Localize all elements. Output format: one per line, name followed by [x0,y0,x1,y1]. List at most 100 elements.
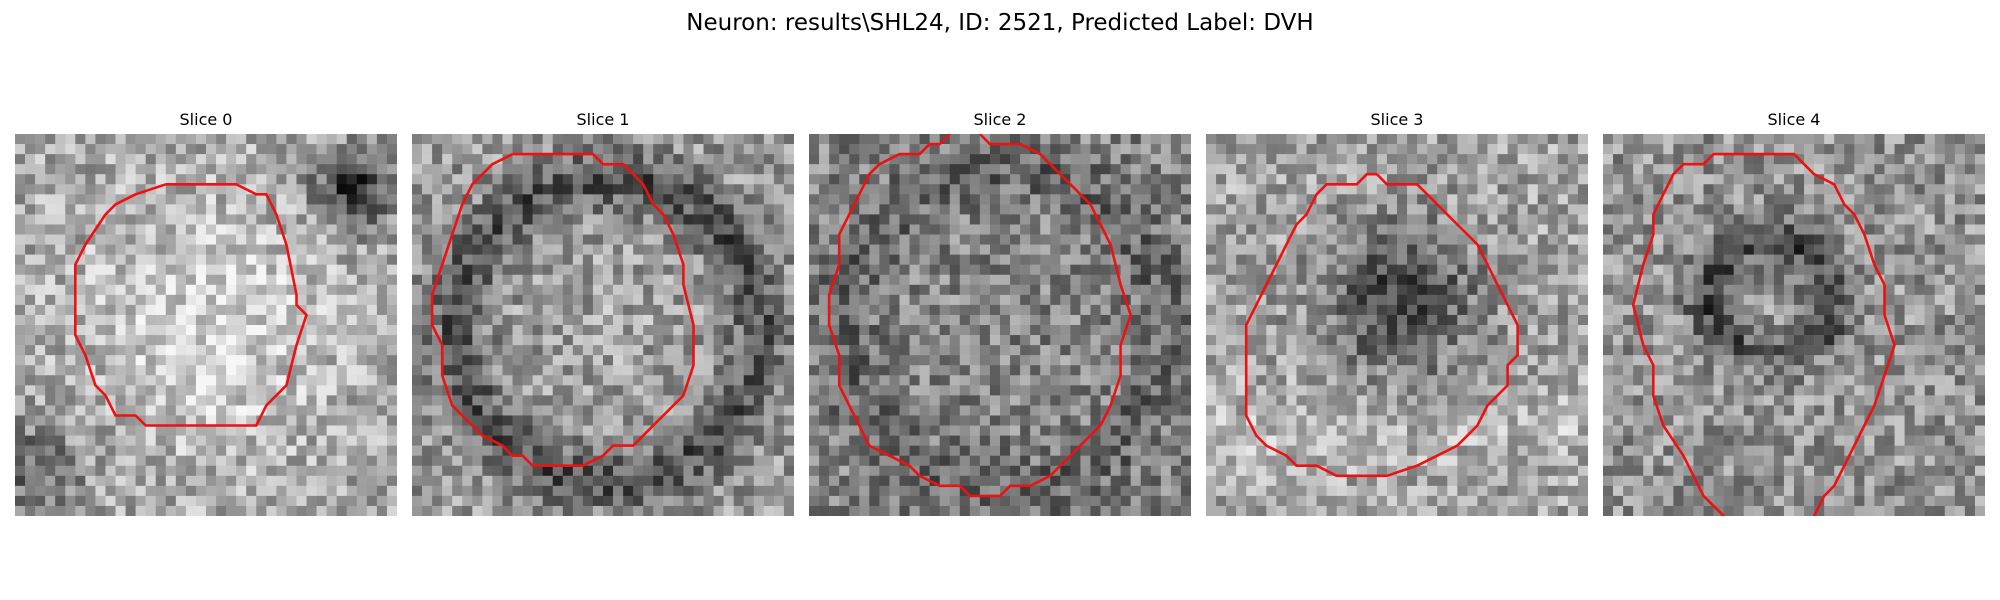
pixel [45,184,56,195]
pixel [236,224,247,235]
pixel [763,314,775,326]
pixel [763,415,775,426]
pixel [1110,395,1121,406]
pixel [246,335,257,346]
pixel [683,425,694,436]
pixel [1110,214,1121,225]
pixel [95,395,106,406]
pixel [1557,144,1569,155]
pixel [1130,214,1142,225]
pixel [75,335,86,346]
pixel [236,375,247,386]
pixel [859,154,870,165]
pixel [643,244,654,255]
pixel [899,164,910,175]
pixel [442,415,453,426]
pixel [1376,224,1388,235]
pixel [1407,274,1418,286]
pixel [959,314,971,326]
pixel [1090,335,1101,346]
pixel [1336,244,1348,255]
pixel [929,425,940,436]
pixel [1090,455,1101,467]
pixel [1346,264,1358,276]
pixel [1577,144,1588,155]
pixel [412,224,423,235]
pixel [1110,224,1121,235]
pixel [246,345,257,356]
pixel [1206,144,1217,155]
pixel [1180,495,1191,507]
pixel [849,194,860,205]
pixel [346,244,358,255]
pixel [522,425,533,436]
pixel [909,294,920,306]
pixel [1130,274,1142,286]
pixel [683,134,694,145]
pixel [899,184,910,195]
pixel [115,325,126,336]
pixel [582,204,594,215]
pixel [145,224,157,235]
pixel [773,164,785,175]
pixel [773,294,785,306]
pixel [216,214,227,225]
pixel [693,495,704,507]
pixel [839,475,850,487]
pixel [316,375,327,386]
pixel [623,375,634,386]
pixel [195,355,207,366]
pixel [673,174,684,185]
pixel [809,284,820,296]
pixel [95,425,106,436]
pixel [1060,184,1071,195]
pixel [316,455,327,467]
pixel [949,144,961,155]
pixel [85,395,96,406]
pixel [783,284,794,296]
pixel [582,254,594,265]
pixel [256,224,267,235]
pixel [1120,415,1131,426]
pixel [266,425,277,436]
pixel [25,234,36,245]
pixel [1306,194,1317,205]
pixel [572,475,584,487]
pixel [592,375,604,386]
pixel [979,174,991,185]
pixel [165,144,177,155]
pixel [115,224,126,235]
pixel [135,355,146,366]
pixel [105,465,116,477]
pixel [773,134,785,145]
pixel [15,234,26,245]
pixel [346,294,358,306]
pixel [462,355,473,366]
pixel [1090,274,1101,286]
pixel [929,465,940,477]
pixel [1537,174,1549,185]
pixel [909,194,920,205]
pixel [703,144,714,155]
pixel [1140,355,1152,366]
pixel [849,405,860,416]
pixel [75,455,86,467]
pixel [839,325,850,336]
pixel [949,365,961,376]
pixel [386,425,397,436]
pixel [703,475,714,487]
pixel [1356,294,1368,306]
pixel [1487,284,1498,296]
pixel [879,495,890,507]
pixel [105,214,116,225]
pixel [145,134,157,145]
pixel [703,405,714,416]
pixel [482,204,493,215]
pixel [592,395,604,406]
pixel [753,355,765,366]
pixel [1246,214,1257,225]
pixel [713,274,724,286]
pixel [442,294,453,306]
pixel [1216,214,1227,225]
pixel [1170,325,1182,336]
